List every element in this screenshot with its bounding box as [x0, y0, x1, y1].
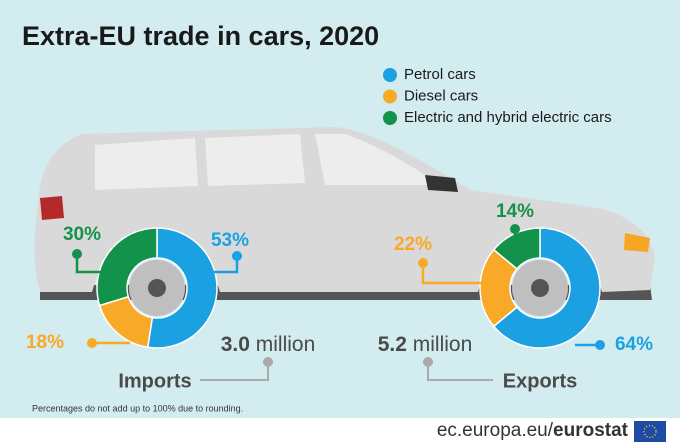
- legend-label: Electric and hybrid electric cars: [404, 109, 612, 126]
- title-connector: [427, 362, 493, 381]
- legend: Petrol cars Diesel cars Electric and hybri…: [383, 66, 612, 126]
- total-unit: million: [413, 333, 473, 356]
- legend-swatch: [383, 89, 397, 104]
- legend-swatch: [383, 68, 397, 82]
- leader-line: [205, 256, 239, 274]
- car-headlight: [624, 233, 650, 252]
- legend-label: Petrol cars: [404, 66, 476, 83]
- legend-label: Diesel cars: [404, 87, 478, 104]
- car-window: [205, 134, 305, 186]
- total-value: 3.0: [221, 333, 250, 356]
- footer: ec.europa.eu/eurostat: [437, 420, 629, 441]
- donut-segment: [492, 227, 541, 270]
- car-taillight: [40, 196, 64, 220]
- total-value: 5.2: [378, 333, 407, 356]
- value-label: 53%: [211, 230, 249, 251]
- leader-line: [75, 254, 110, 274]
- legend-swatch: [383, 111, 397, 125]
- connector-dot: [263, 357, 273, 367]
- footer-bar: [0, 418, 680, 444]
- eu-stars: [643, 424, 657, 439]
- car-mirror: [425, 175, 458, 192]
- donut-segment: [146, 227, 218, 349]
- footer-brand: eurostat: [553, 420, 629, 441]
- donut-segment: [96, 227, 158, 307]
- charts: 53% 18% 30% Imports 3.0 million 64% 22% 14% Expo…: [26, 201, 653, 392]
- value-label: 14%: [496, 201, 534, 222]
- eu-flag: [634, 421, 666, 442]
- total: 5.2 million: [378, 333, 473, 356]
- value-label: 64%: [615, 334, 653, 355]
- leader-dot: [72, 249, 82, 259]
- total: 3.0 million: [221, 333, 316, 356]
- title: Extra-EU trade in cars, 2020: [22, 21, 379, 51]
- leader-dot: [418, 258, 428, 268]
- leader-dot: [510, 224, 520, 234]
- hub-center: [148, 279, 166, 297]
- donut-segment: [492, 227, 601, 349]
- value-label: 30%: [63, 224, 101, 245]
- chart-title: Exports: [503, 370, 577, 392]
- leader-dot: [232, 251, 242, 261]
- leader-dot: [595, 340, 605, 350]
- value-label: 18%: [26, 332, 64, 353]
- total-unit: million: [256, 333, 316, 356]
- connector-dot: [423, 357, 433, 367]
- note: Percentages do not add up to 100% due to…: [32, 403, 243, 413]
- leader-dot: [87, 338, 97, 348]
- hub-center: [531, 279, 549, 297]
- leader-line: [421, 263, 490, 285]
- value-label: 22%: [394, 234, 432, 255]
- car-window: [315, 134, 440, 185]
- car-window: [95, 138, 198, 190]
- title-connector: [200, 362, 269, 381]
- chart-title: Imports: [118, 370, 191, 392]
- footer-site: ec.europa.eu/: [437, 420, 554, 441]
